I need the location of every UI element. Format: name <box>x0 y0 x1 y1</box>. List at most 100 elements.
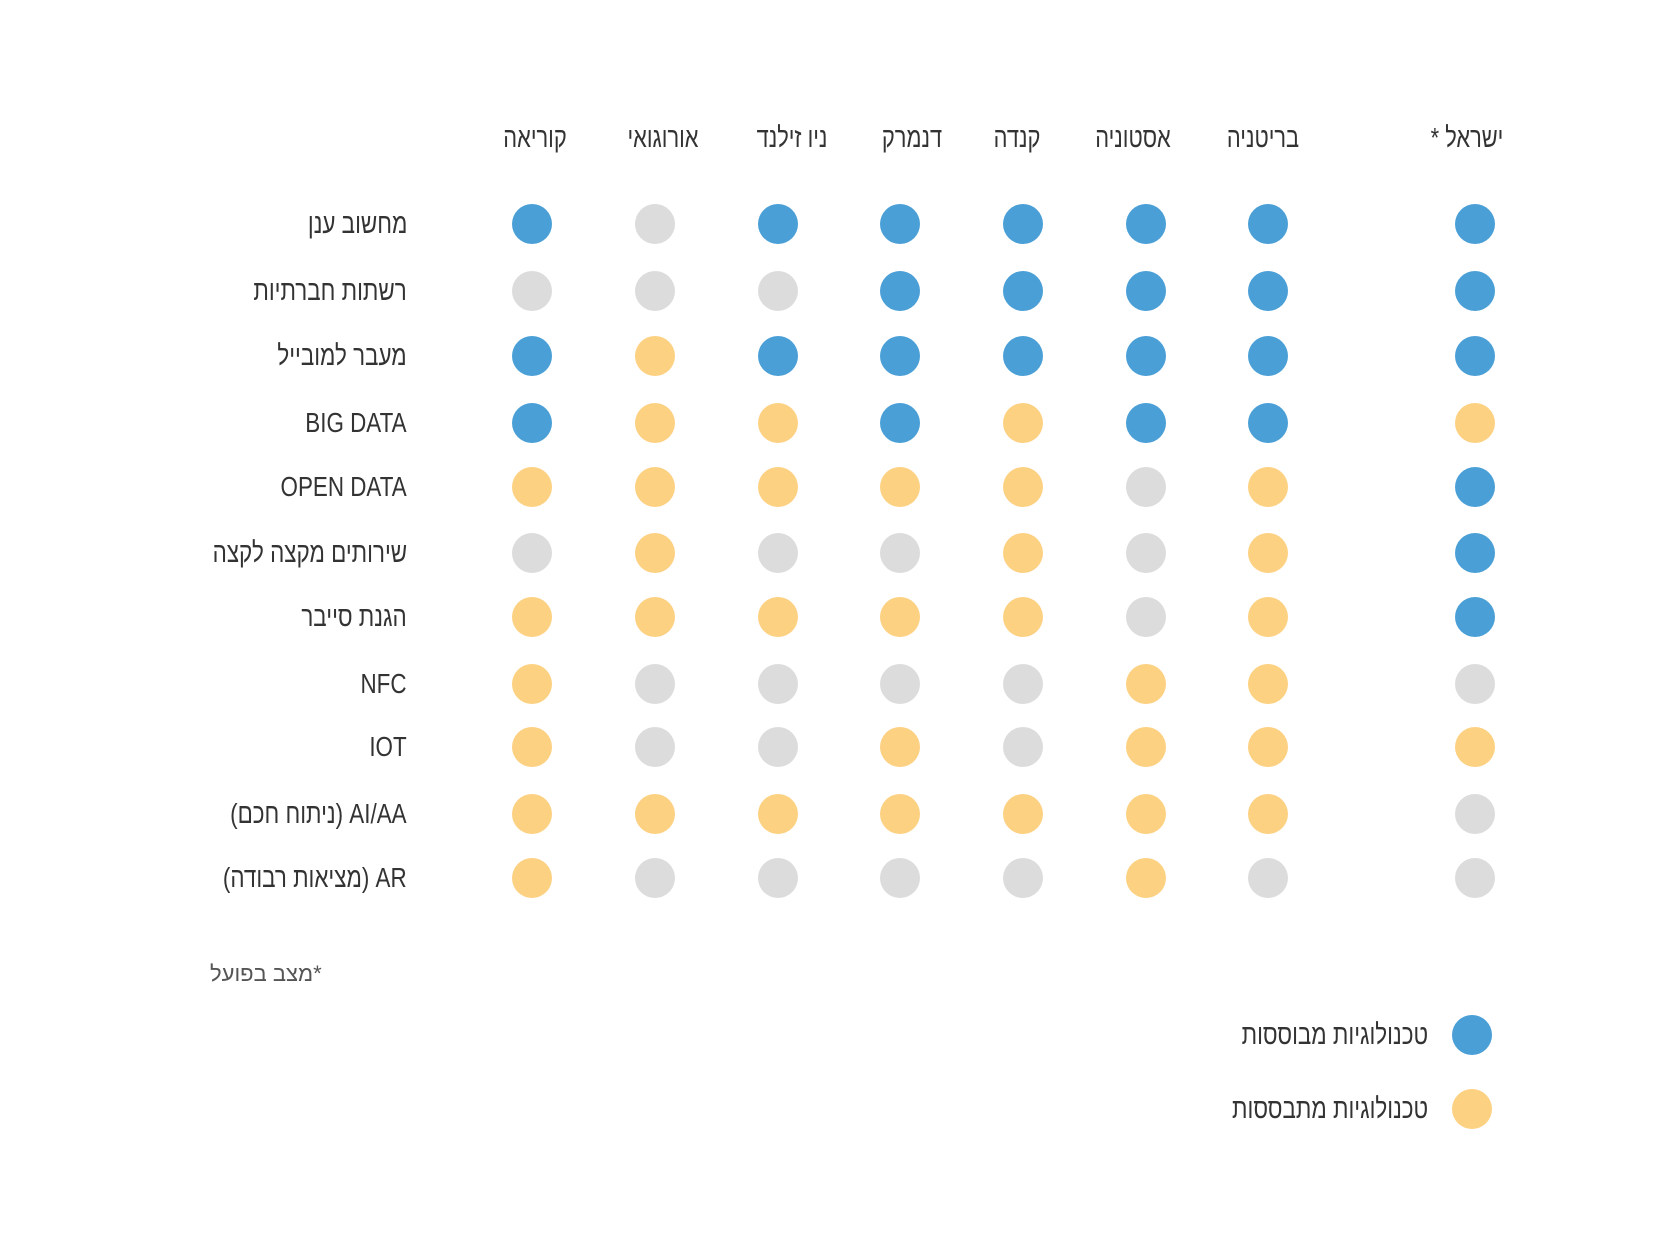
row-label: מעבר למובייל <box>277 340 407 371</box>
status-dot <box>1126 467 1166 507</box>
row-label: AI/AA (ניתוח חכם) <box>230 798 407 829</box>
legend-label-established: טכנולוגיות מבוססות <box>1241 1019 1428 1050</box>
status-dot <box>635 467 675 507</box>
column-header: דנמרק <box>881 122 943 153</box>
status-dot <box>1455 403 1495 443</box>
status-dot <box>1003 403 1043 443</box>
status-dot <box>512 794 552 834</box>
column-header: קוריאה <box>503 122 567 153</box>
row-label: AR (מציאות רבודה) <box>223 862 407 893</box>
status-dot <box>1455 271 1495 311</box>
status-dot <box>1455 794 1495 834</box>
row-label: הגנת סייבר <box>301 601 407 632</box>
status-dot <box>512 336 552 376</box>
column-header: קנדה <box>993 122 1041 153</box>
status-dot <box>1248 664 1288 704</box>
status-dot <box>1455 336 1495 376</box>
row-label: IOT <box>369 731 407 762</box>
status-dot <box>1126 597 1166 637</box>
status-dot <box>1003 664 1043 704</box>
row-label: OPEN DATA <box>280 471 407 502</box>
status-dot <box>512 858 552 898</box>
legend-swatch-emerging <box>1452 1089 1492 1129</box>
status-dot <box>635 271 675 311</box>
status-dot <box>1126 403 1166 443</box>
status-dot <box>512 664 552 704</box>
status-dot <box>1248 204 1288 244</box>
legend-item-emerging: טכנולוגיות מתבססות <box>1183 1089 1492 1129</box>
status-dot <box>1126 204 1166 244</box>
status-dot <box>1003 204 1043 244</box>
status-dot <box>1455 467 1495 507</box>
row-label: שירותים מקצה לקצה <box>212 537 408 568</box>
legend-item-established: טכנולוגיות מבוססות <box>1195 1015 1492 1055</box>
column-header: בריטניה <box>1226 122 1300 153</box>
status-dot <box>880 336 920 376</box>
status-dot <box>880 727 920 767</box>
status-dot <box>1126 664 1166 704</box>
status-dot <box>758 403 798 443</box>
status-dot <box>758 533 798 573</box>
status-dot <box>1455 664 1495 704</box>
status-dot <box>512 271 552 311</box>
status-dot <box>1003 858 1043 898</box>
legend-swatch-established <box>1452 1015 1492 1055</box>
status-dot <box>758 858 798 898</box>
column-header: ישראל * <box>1430 122 1504 153</box>
status-dot <box>512 403 552 443</box>
legend-label-emerging: טכנולוגיות מתבססות <box>1231 1093 1428 1124</box>
status-dot <box>758 467 798 507</box>
status-dot <box>758 727 798 767</box>
status-dot <box>1126 271 1166 311</box>
status-dot <box>1248 858 1288 898</box>
status-dot <box>512 467 552 507</box>
status-dot <box>635 794 675 834</box>
status-dot <box>1003 597 1043 637</box>
status-dot <box>1003 727 1043 767</box>
status-dot <box>1003 533 1043 573</box>
status-dot <box>880 204 920 244</box>
status-dot <box>1126 533 1166 573</box>
status-dot <box>758 271 798 311</box>
status-dot <box>512 597 552 637</box>
status-dot <box>1248 403 1288 443</box>
status-dot <box>880 597 920 637</box>
column-header: אסטוניה <box>1095 122 1171 153</box>
status-dot <box>1455 727 1495 767</box>
status-dot <box>880 794 920 834</box>
status-dot <box>758 336 798 376</box>
status-dot <box>1003 271 1043 311</box>
status-dot <box>512 204 552 244</box>
status-dot <box>1248 794 1288 834</box>
status-dot <box>758 597 798 637</box>
row-label: רשתות חברתיות <box>253 275 407 306</box>
status-dot <box>1003 794 1043 834</box>
status-dot <box>1248 271 1288 311</box>
status-dot <box>758 664 798 704</box>
status-dot <box>1455 858 1495 898</box>
row-label: NFC <box>360 668 407 699</box>
status-dot <box>1248 727 1288 767</box>
status-dot <box>635 858 675 898</box>
status-dot <box>635 336 675 376</box>
status-dot <box>1126 727 1166 767</box>
status-dot <box>512 727 552 767</box>
column-header: אורוגואי <box>627 122 699 153</box>
status-dot <box>880 858 920 898</box>
status-dot <box>1248 336 1288 376</box>
footnote: *מצב בפועל <box>210 961 322 986</box>
status-dot <box>1455 204 1495 244</box>
status-dot <box>1455 533 1495 573</box>
status-dot <box>1248 533 1288 573</box>
status-dot <box>1003 336 1043 376</box>
row-label: BIG DATA <box>305 407 407 438</box>
status-dot <box>880 664 920 704</box>
status-dot <box>512 533 552 573</box>
status-dot <box>1455 597 1495 637</box>
column-header: ניו זילנד <box>756 122 828 153</box>
status-dot <box>1126 858 1166 898</box>
status-dot <box>635 664 675 704</box>
status-dot <box>1248 467 1288 507</box>
status-dot <box>1248 597 1288 637</box>
status-dot <box>1003 467 1043 507</box>
